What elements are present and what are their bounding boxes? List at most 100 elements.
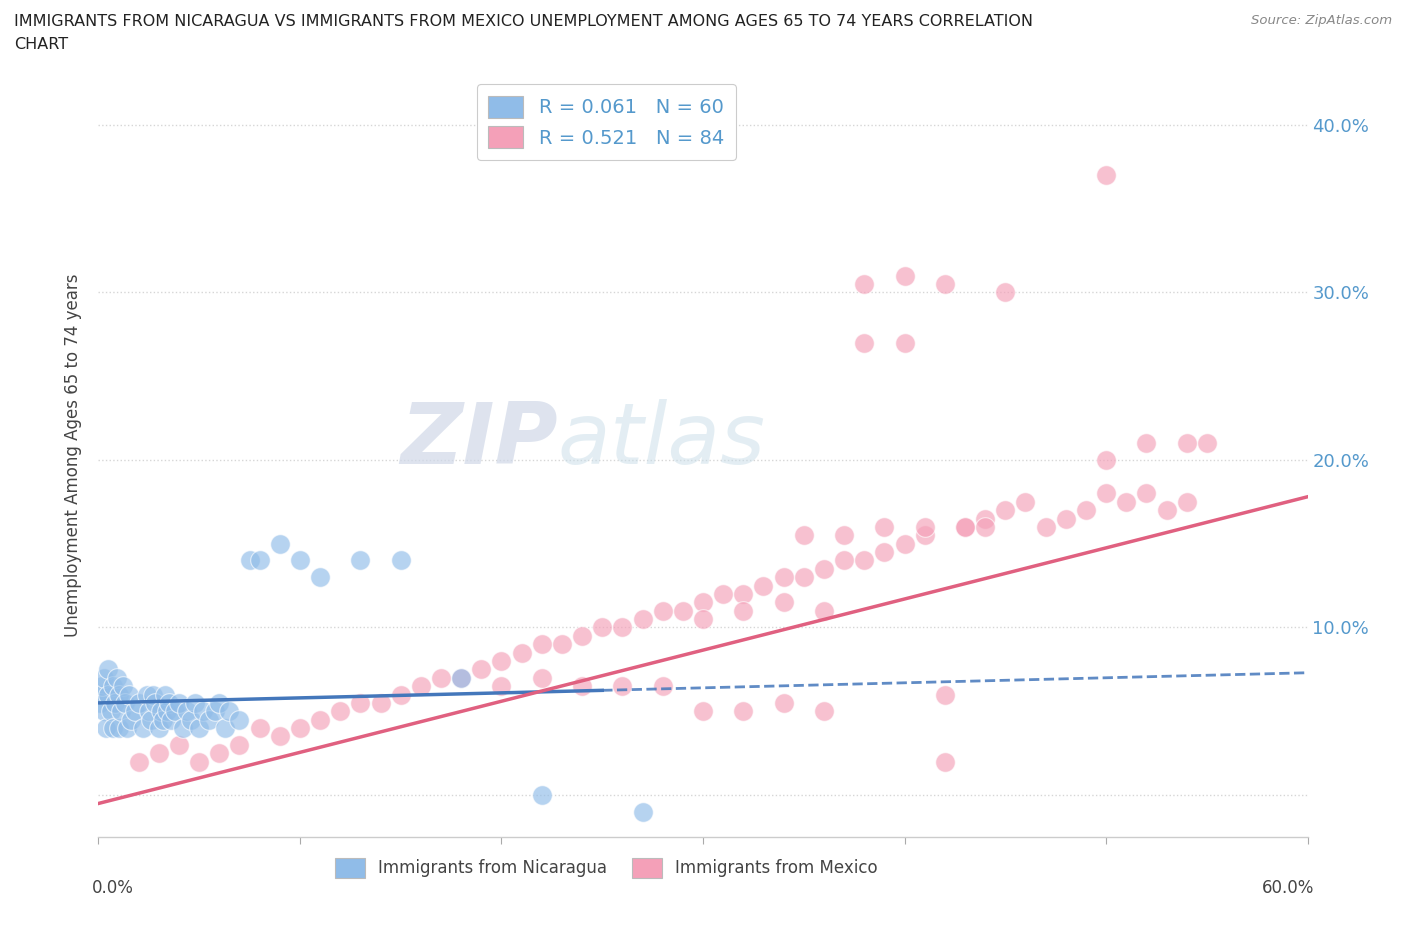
Point	[107, 687, 129, 702]
Point	[1095, 167, 1118, 182]
Point	[389, 553, 412, 568]
Point	[893, 537, 915, 551]
Point	[772, 595, 794, 610]
Point	[105, 671, 128, 685]
Point	[530, 788, 553, 803]
Point	[114, 696, 136, 711]
Point	[853, 335, 876, 350]
Point	[97, 662, 120, 677]
Point	[893, 268, 915, 283]
Point	[1175, 435, 1198, 450]
Point	[160, 712, 183, 727]
Point	[118, 687, 141, 702]
Point	[218, 704, 240, 719]
Point	[163, 704, 186, 719]
Point	[1195, 435, 1218, 450]
Text: 60.0%: 60.0%	[1263, 879, 1315, 897]
Point	[571, 629, 593, 644]
Point	[91, 679, 114, 694]
Point	[132, 721, 155, 736]
Point	[93, 704, 115, 719]
Point	[450, 671, 472, 685]
Point	[204, 704, 226, 719]
Point	[149, 704, 172, 719]
Point	[329, 704, 352, 719]
Point	[914, 520, 936, 535]
Point	[651, 679, 673, 694]
Point	[934, 754, 956, 769]
Point	[1095, 453, 1118, 468]
Point	[120, 712, 142, 727]
Point	[832, 528, 855, 543]
Point	[813, 562, 835, 577]
Point	[107, 721, 129, 736]
Point	[87, 687, 110, 702]
Point	[1135, 435, 1157, 450]
Point	[813, 704, 835, 719]
Point	[813, 604, 835, 618]
Point	[93, 671, 115, 685]
Point	[692, 704, 714, 719]
Point	[994, 285, 1017, 299]
Point	[249, 721, 271, 736]
Point	[100, 704, 122, 719]
Point	[208, 696, 231, 711]
Point	[510, 645, 533, 660]
Point	[893, 335, 915, 350]
Point	[853, 553, 876, 568]
Point	[450, 671, 472, 685]
Point	[631, 804, 654, 819]
Point	[156, 704, 179, 719]
Point	[1175, 495, 1198, 510]
Point	[733, 604, 755, 618]
Point	[288, 553, 311, 568]
Point	[1135, 486, 1157, 501]
Point	[873, 545, 896, 560]
Point	[288, 721, 311, 736]
Point	[135, 687, 157, 702]
Point	[793, 528, 815, 543]
Point	[974, 520, 997, 535]
Point	[124, 704, 146, 719]
Point	[157, 696, 180, 711]
Point	[1035, 520, 1057, 535]
Text: atlas: atlas	[558, 399, 766, 482]
Point	[176, 704, 198, 719]
Point	[430, 671, 453, 685]
Point	[349, 553, 371, 568]
Point	[208, 746, 231, 761]
Point	[651, 604, 673, 618]
Point	[389, 687, 412, 702]
Point	[530, 637, 553, 652]
Point	[631, 612, 654, 627]
Point	[269, 729, 291, 744]
Point	[167, 696, 190, 711]
Point	[139, 712, 162, 727]
Point	[914, 528, 936, 543]
Text: CHART: CHART	[14, 37, 67, 52]
Point	[612, 679, 634, 694]
Point	[934, 687, 956, 702]
Point	[733, 704, 755, 719]
Point	[172, 721, 194, 736]
Point	[101, 721, 124, 736]
Point	[409, 679, 432, 694]
Point	[873, 520, 896, 535]
Point	[370, 696, 392, 711]
Point	[994, 503, 1017, 518]
Point	[470, 662, 492, 677]
Point	[128, 696, 150, 711]
Point	[692, 595, 714, 610]
Point	[269, 537, 291, 551]
Point	[832, 553, 855, 568]
Point	[128, 754, 150, 769]
Point	[349, 696, 371, 711]
Point	[530, 671, 553, 685]
Point	[97, 687, 120, 702]
Point	[1115, 495, 1137, 510]
Point	[733, 587, 755, 602]
Point	[1095, 486, 1118, 501]
Point	[193, 704, 215, 719]
Text: IMMIGRANTS FROM NICARAGUA VS IMMIGRANTS FROM MEXICO UNEMPLOYMENT AMONG AGES 65 T: IMMIGRANTS FROM NICARAGUA VS IMMIGRANTS …	[14, 14, 1033, 29]
Point	[249, 553, 271, 568]
